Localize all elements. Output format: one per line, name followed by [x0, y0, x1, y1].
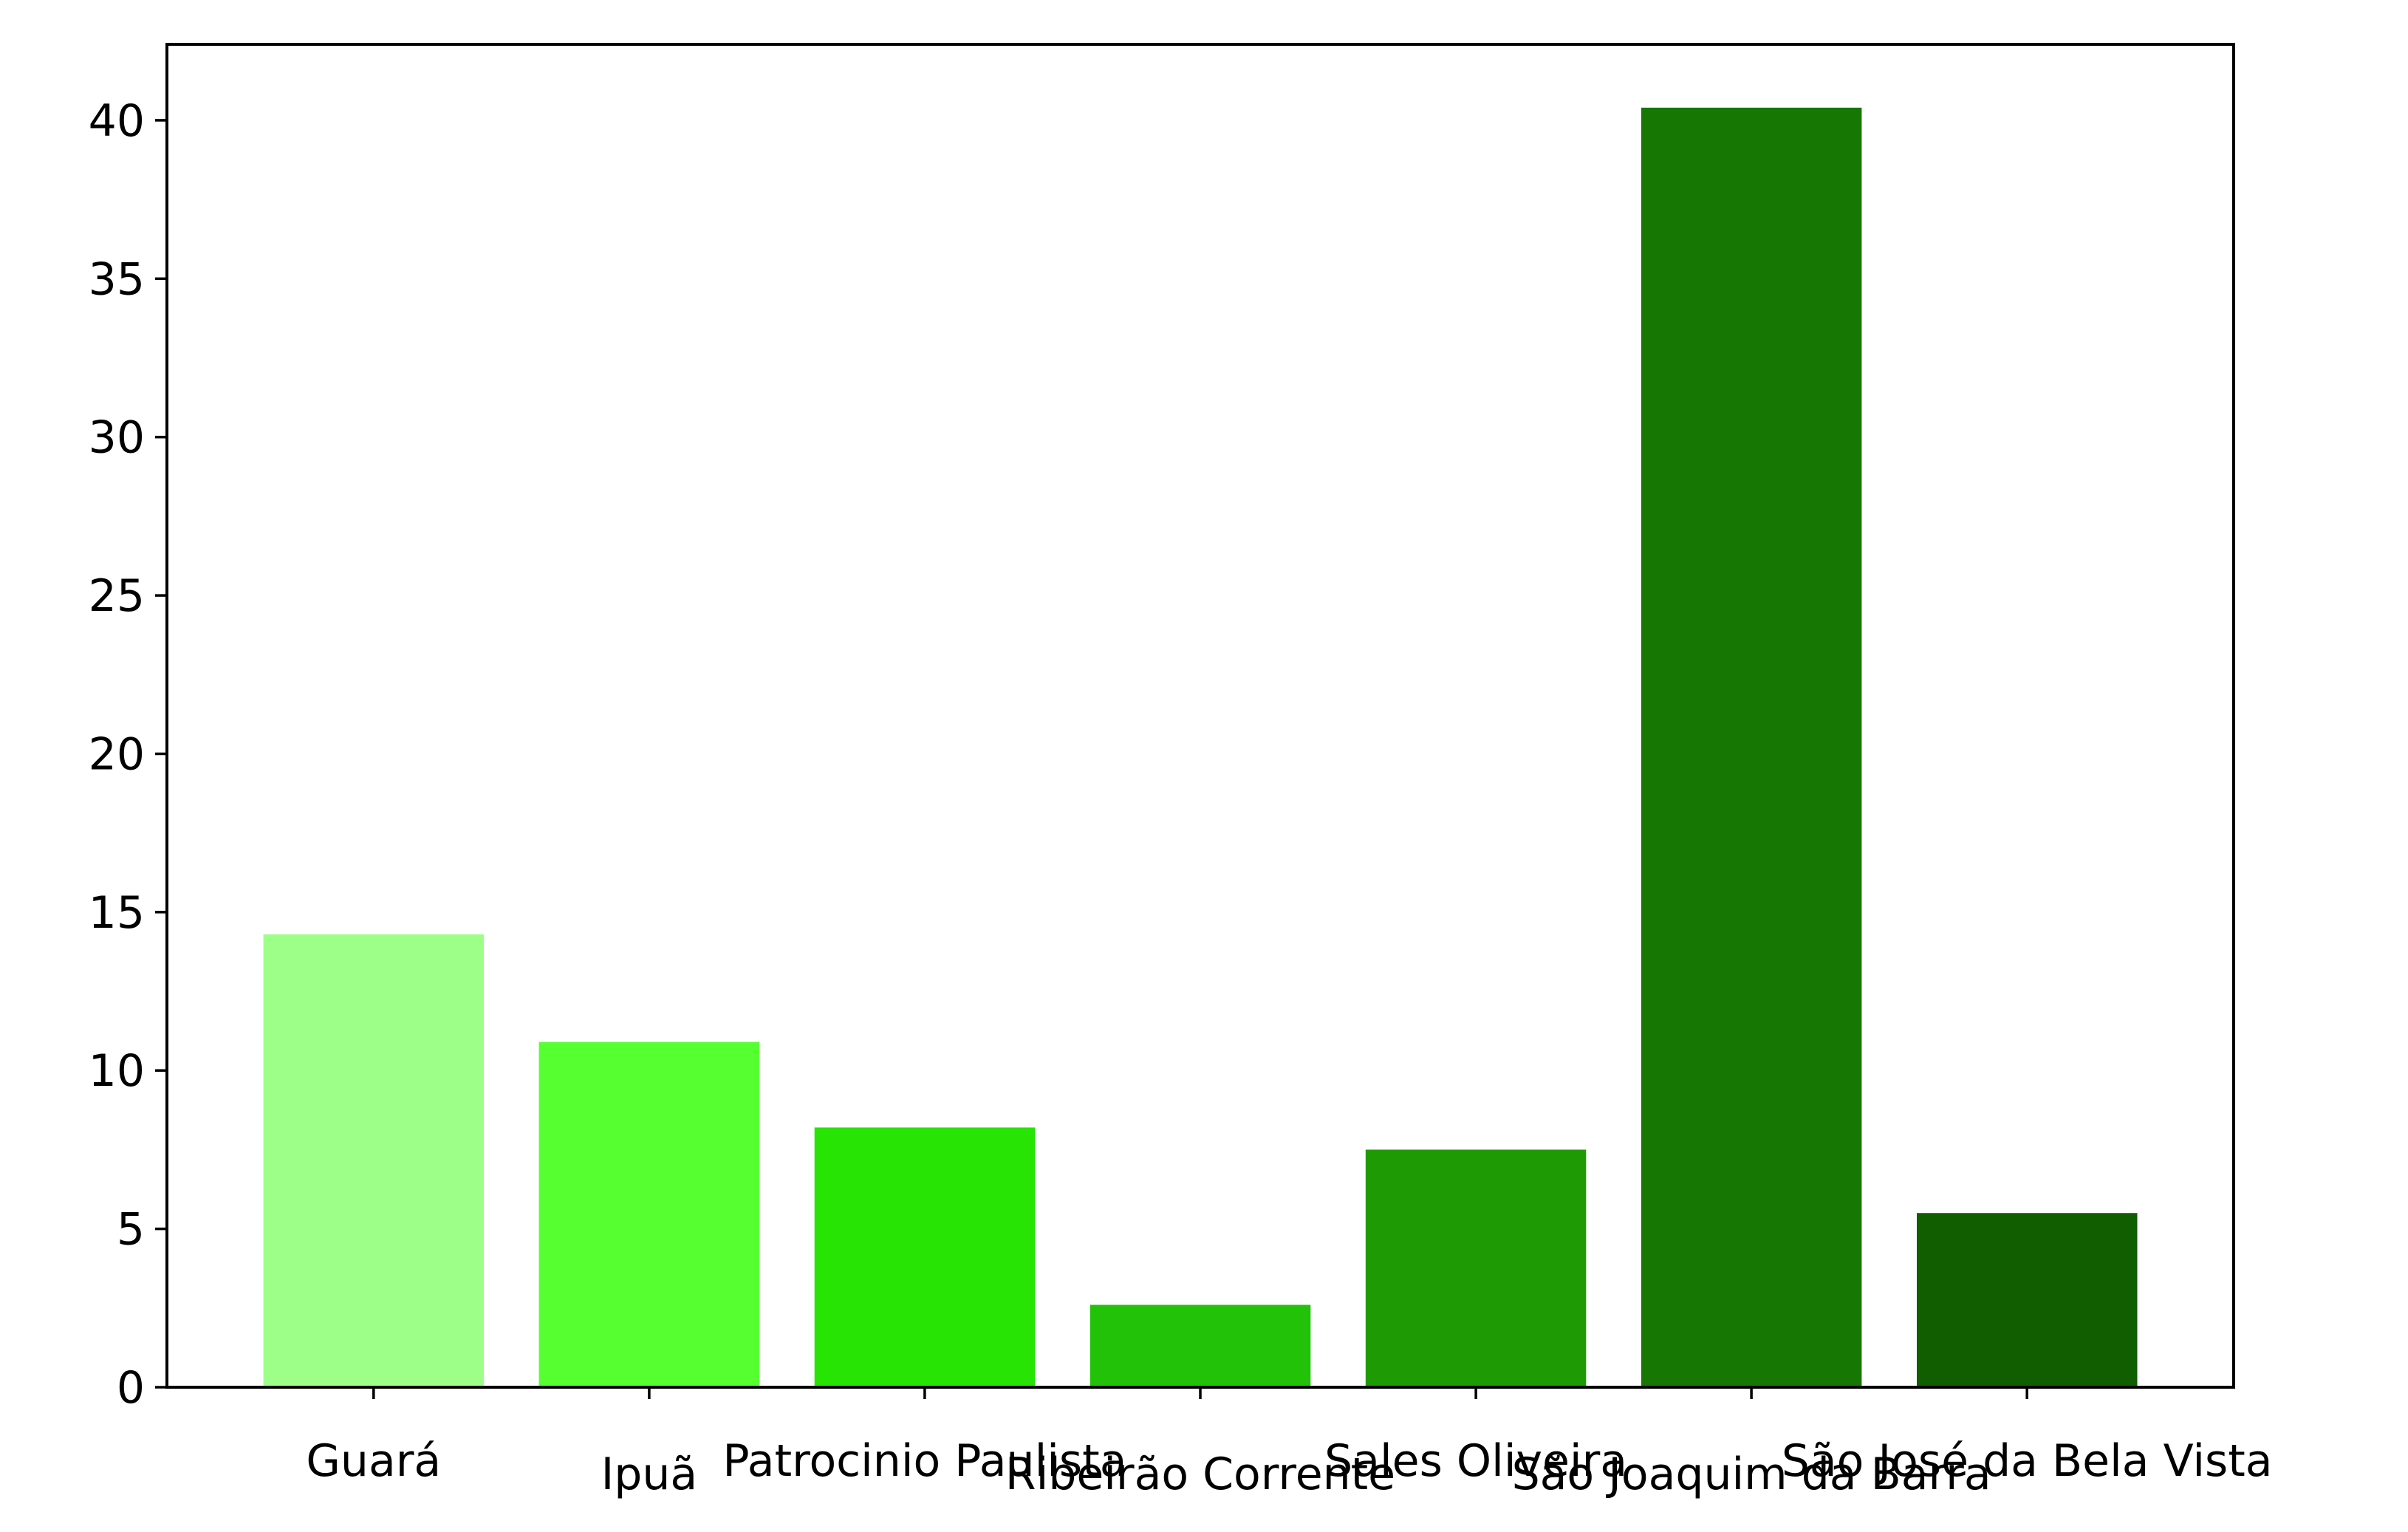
y-tick-label: 35 — [89, 253, 145, 305]
plot-frame — [165, 43, 2235, 1389]
x-tick-label: São José da Bela Vista — [1782, 1435, 2273, 1487]
y-tick-label: 0 — [117, 1362, 145, 1414]
bar-2 — [538, 1042, 760, 1387]
x-tick-label: Sales Oliveira — [1324, 1435, 1627, 1487]
x-tick-label: Guará — [306, 1435, 441, 1487]
bar-5 — [1365, 1149, 1587, 1387]
bar-3 — [814, 1127, 1036, 1387]
y-tick-label: 10 — [89, 1045, 145, 1097]
y-tick-label: 30 — [89, 412, 145, 464]
y-tick-label: 25 — [89, 570, 145, 622]
y-tick-label: 40 — [89, 95, 145, 147]
y-tick-label: 5 — [117, 1204, 145, 1256]
y-axis: 0 5 10 15 20 25 30 35 40 — [89, 95, 167, 1414]
bar-7 — [1917, 1213, 2138, 1387]
y-tick-label: 20 — [89, 729, 145, 781]
x-tick-label: Ipuã — [601, 1449, 698, 1500]
x-tick-label: Patrocinio Paulista — [722, 1435, 1126, 1487]
bar-1 — [263, 934, 485, 1387]
bars-group — [263, 107, 2138, 1387]
x-tick-label: Ribeirão Corrente — [1005, 1449, 1395, 1500]
bar-4 — [1090, 1304, 1311, 1387]
bar-6 — [1641, 107, 1862, 1387]
y-tick-label: 15 — [89, 887, 145, 939]
x-tick-label: São Joaquim da Barra — [1512, 1449, 1991, 1500]
